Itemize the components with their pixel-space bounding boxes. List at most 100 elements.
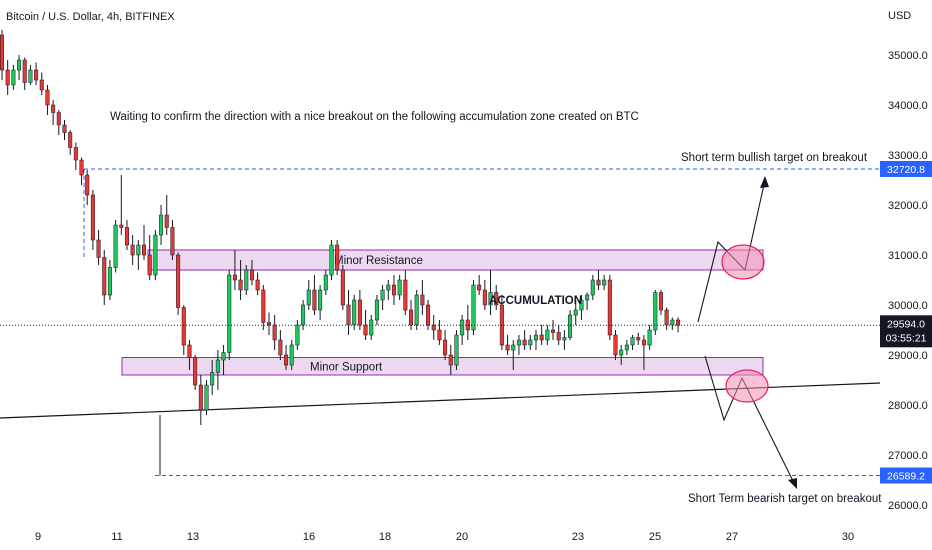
candle xyxy=(533,330,538,350)
candle xyxy=(68,130,73,155)
bear-breakout-ellipse xyxy=(725,369,769,403)
candle xyxy=(596,270,601,290)
candle xyxy=(198,375,203,425)
candle xyxy=(641,335,646,370)
candle xyxy=(613,330,618,360)
candle xyxy=(261,285,266,330)
candle xyxy=(295,320,300,350)
candle xyxy=(39,72,44,95)
x-tick-label: 25 xyxy=(649,531,661,543)
candle xyxy=(312,275,317,315)
chart-title: Bitcoin / U.S. Dollar, 4h, BITFINEX xyxy=(6,11,175,23)
candle xyxy=(397,275,402,300)
candle xyxy=(255,272,260,295)
candle xyxy=(170,220,175,260)
candle xyxy=(562,330,567,350)
candle xyxy=(539,325,544,345)
candle xyxy=(357,290,362,330)
candle xyxy=(107,260,112,300)
candle xyxy=(386,280,391,300)
x-tick-label: 20 xyxy=(456,531,468,543)
candle xyxy=(90,190,95,250)
candle xyxy=(477,275,482,295)
candle xyxy=(272,315,277,350)
candle xyxy=(494,285,499,310)
currency-label: USD xyxy=(888,10,911,22)
candle xyxy=(5,60,10,95)
candle xyxy=(176,252,181,315)
x-tick-label: 27 xyxy=(726,531,738,543)
y-axis-ticks: 35000.0 34000.0 33000.0 32000.0 31000.0 30000… xyxy=(888,50,928,512)
candle xyxy=(335,240,340,275)
candle xyxy=(573,300,578,325)
zone-label: Minor Resistance xyxy=(334,255,423,267)
candle xyxy=(34,62,39,85)
candle xyxy=(284,345,289,370)
candle xyxy=(56,110,61,135)
candle xyxy=(130,235,135,265)
candle xyxy=(670,317,675,330)
candle xyxy=(505,335,510,355)
candle xyxy=(391,275,396,305)
x-tick-label: 9 xyxy=(35,531,41,543)
candle xyxy=(590,275,595,300)
bear-arrow-head xyxy=(788,478,797,489)
time-axis[interactable] xyxy=(0,522,880,550)
x-tick-label: 11 xyxy=(111,531,122,543)
candle xyxy=(522,330,527,350)
y-tick-label: 29000.0 xyxy=(888,350,928,362)
candle xyxy=(488,270,493,315)
x-tick-label: 16 xyxy=(303,531,315,543)
candle xyxy=(153,230,158,280)
candle xyxy=(244,265,249,295)
bull-breakout-ellipse xyxy=(721,244,765,280)
candle xyxy=(664,307,669,330)
y-tick-label: 34000.0 xyxy=(888,100,928,112)
candle xyxy=(619,345,624,365)
candle xyxy=(232,250,237,290)
price-axis[interactable] xyxy=(880,0,932,522)
candle xyxy=(585,292,590,310)
candle xyxy=(658,290,663,315)
price-tag-label: 26589.2 xyxy=(887,471,925,483)
candle xyxy=(352,295,357,330)
candle xyxy=(516,335,521,355)
candle xyxy=(142,225,147,260)
y-tick-label: 30000.0 xyxy=(888,300,928,312)
candle xyxy=(636,332,641,345)
candle xyxy=(403,270,408,315)
candle xyxy=(266,312,272,335)
candle xyxy=(471,280,476,335)
candle xyxy=(556,325,561,345)
candle xyxy=(482,280,487,310)
x-tick-label: 30 xyxy=(842,531,854,543)
candle xyxy=(210,360,215,395)
candle-countdown: 03:55:21 xyxy=(886,332,927,344)
candle xyxy=(164,195,169,235)
candle xyxy=(102,250,107,305)
candle xyxy=(414,290,419,330)
candle xyxy=(0,30,5,80)
candle xyxy=(119,175,124,235)
candle xyxy=(420,280,425,315)
price-tag-bg xyxy=(880,467,932,484)
candle xyxy=(113,220,118,273)
candle xyxy=(511,340,516,370)
x-tick-label: 23 xyxy=(572,531,584,543)
candle xyxy=(624,340,629,355)
y-tick-label: 35000.0 xyxy=(888,50,928,62)
candle xyxy=(62,120,67,140)
candle xyxy=(204,380,209,415)
target-levels: 32720.8 26589.2 xyxy=(83,160,932,484)
candle xyxy=(96,230,101,265)
candle xyxy=(460,315,465,345)
candle xyxy=(329,240,334,280)
y-tick-label: 32000.0 xyxy=(888,200,928,212)
y-tick-label: 26000.0 xyxy=(888,500,928,512)
candle xyxy=(79,157,84,185)
candle xyxy=(249,260,254,285)
candle xyxy=(346,290,351,335)
bull-arrow-head xyxy=(760,176,769,188)
candle xyxy=(369,315,374,340)
